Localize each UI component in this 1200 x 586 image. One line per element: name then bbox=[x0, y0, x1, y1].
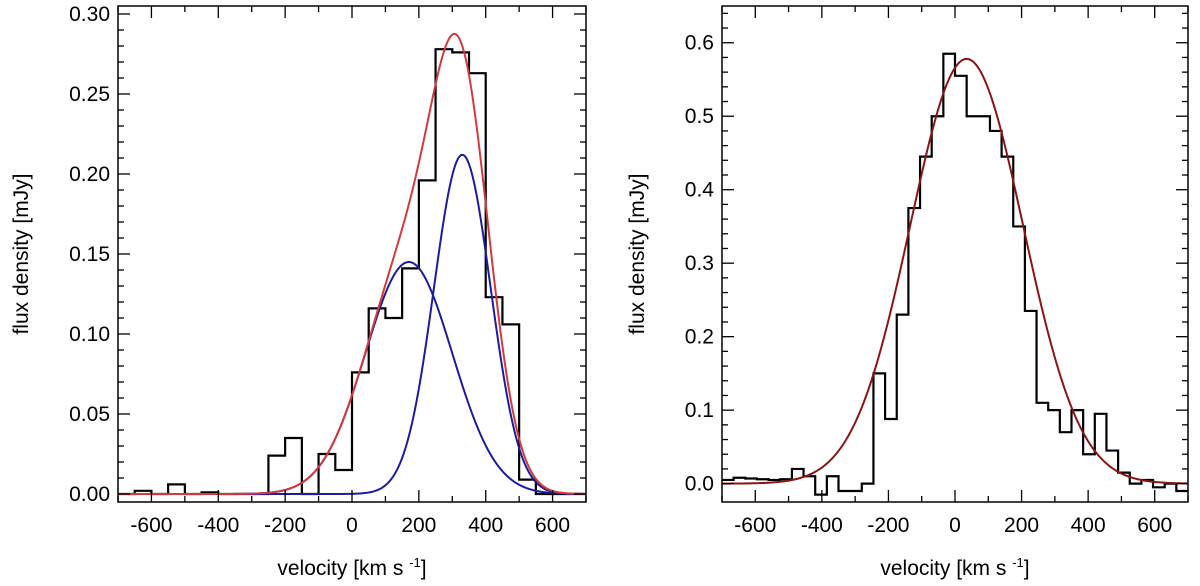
x-axis-label-close: ] bbox=[1024, 557, 1030, 580]
y-tick-label: 0.10 bbox=[69, 323, 110, 346]
y-tick-label: 0.1 bbox=[685, 399, 714, 422]
y-tick-label: 0.05 bbox=[69, 403, 110, 426]
x-tick-label: -400 bbox=[801, 514, 843, 537]
x-axis-label: velocity [km s -1] bbox=[277, 555, 426, 580]
x-tick-label: 200 bbox=[1004, 514, 1039, 537]
x-tick-label: 600 bbox=[535, 514, 570, 537]
y-tick-label: 0.30 bbox=[69, 3, 110, 26]
total-fit-curve bbox=[118, 32, 586, 495]
x-tick-label: -200 bbox=[264, 514, 306, 537]
x-tick-label: -600 bbox=[130, 514, 172, 537]
x-tick-label: -400 bbox=[197, 514, 239, 537]
x-tick-label: 400 bbox=[1071, 514, 1106, 537]
y-tick-label: 0.4 bbox=[685, 179, 715, 202]
y-tick-label: 0.5 bbox=[685, 105, 714, 128]
x-axis-label-superscript: -1 bbox=[1012, 555, 1024, 570]
x-axis-label-main: velocity [km s bbox=[277, 557, 409, 580]
gaussian-component-1 bbox=[722, 57, 1188, 485]
x-tick-label: 400 bbox=[468, 514, 503, 537]
y-axis-label: flux density [mJy] bbox=[10, 173, 33, 334]
plot-frame bbox=[721, 5, 1189, 503]
left-panel: -600 -400 -200 0 200 400 600 0.00 0.05 0.10 0.15 0.… bbox=[10, 3, 587, 580]
spectrum-histogram bbox=[722, 52, 1188, 496]
y-tick-label: 0.25 bbox=[69, 83, 110, 106]
x-axis-label-close: ] bbox=[421, 557, 427, 580]
y-tick-label: 0.20 bbox=[69, 163, 110, 186]
x-axis-label-main: velocity [km s bbox=[880, 557, 1012, 580]
y-tick-label: 0.15 bbox=[69, 243, 110, 266]
right-panel: -600 -400 -200 0 200 400 600 0.0 0.1 0.2 0.3 0.4 0.5… bbox=[626, 5, 1189, 580]
x-tick-label: 600 bbox=[1137, 514, 1172, 537]
x-axis-label: velocity [km s -1] bbox=[880, 555, 1029, 580]
y-tick-label: 0.6 bbox=[685, 32, 714, 55]
y-tick-label: 0.3 bbox=[685, 252, 714, 275]
x-tick-label: -600 bbox=[734, 514, 776, 537]
y-tick-label: 0.2 bbox=[685, 326, 714, 349]
x-tick-label: -200 bbox=[867, 514, 909, 537]
y-axis-label: flux density [mJy] bbox=[626, 173, 649, 334]
x-tick-label: 0 bbox=[346, 514, 358, 537]
y-tick-label: 0.00 bbox=[69, 483, 110, 506]
y-tick-label: 0.0 bbox=[685, 473, 714, 496]
x-tick-label: 0 bbox=[949, 514, 961, 537]
x-tick-label: 200 bbox=[401, 514, 436, 537]
x-axis-label-superscript: -1 bbox=[409, 555, 421, 570]
